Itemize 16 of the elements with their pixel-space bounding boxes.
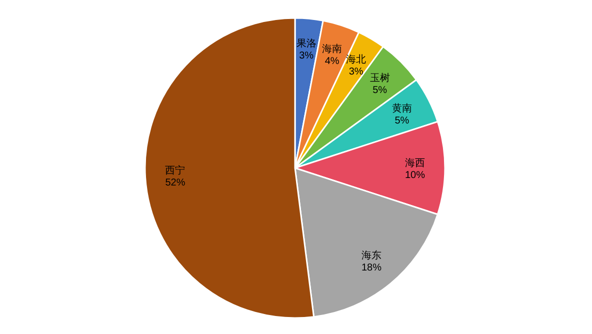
data-label: 3% [299, 50, 314, 62]
slice-label: 海东 [361, 249, 382, 262]
data-label: 52% [165, 178, 186, 189]
slice-label: 玉树 [370, 72, 390, 84]
slice-label: 海西 [405, 157, 425, 169]
data-label: 4% [324, 56, 340, 67]
data-label: 5% [372, 85, 388, 96]
slice-label: 西宁 [165, 164, 186, 177]
slice-label: 黄南 [392, 102, 412, 115]
slice-label: 果洛 [296, 38, 316, 50]
data-label: 5% [394, 116, 410, 127]
data-label: 18% [361, 262, 382, 274]
slice-label: 海南 [322, 42, 342, 55]
data-label: 3% [348, 66, 364, 78]
data-label: 10% [404, 170, 426, 181]
slice-label: 海北 [346, 54, 366, 66]
